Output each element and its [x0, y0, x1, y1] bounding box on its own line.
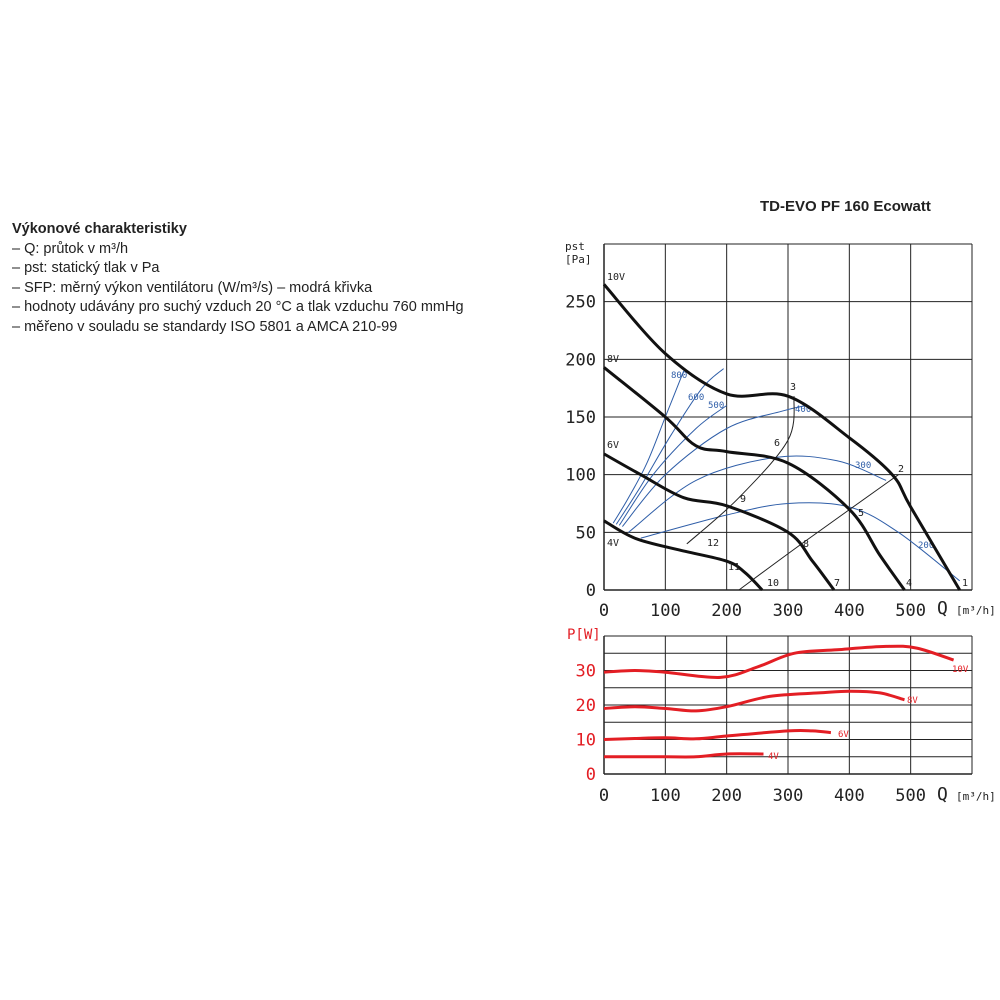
system-curve: [738, 474, 899, 591]
power-curve: [603, 752, 764, 759]
x-tick-label: 200: [711, 786, 742, 806]
y-tick-label: 150: [565, 408, 596, 428]
sfp-curve-label: 400: [795, 405, 811, 415]
x-tick-label: 300: [773, 601, 804, 621]
sfp-curve-label: 600: [688, 393, 704, 403]
system-curve: [686, 396, 795, 545]
power-curve-label: 10V: [952, 665, 969, 675]
fan-curve: [603, 366, 906, 591]
sfp-curve: [612, 370, 685, 524]
power-curve-label: 8V: [907, 696, 918, 706]
x-tick-label: 100: [650, 786, 681, 806]
description-heading: Výkonové charakteristiky: [12, 221, 187, 237]
fan-curve: [603, 519, 764, 592]
x-axis-unit: [m³/h]: [956, 790, 996, 803]
fan-curve-label: 6V: [607, 440, 619, 451]
y-tick-label: 10: [576, 731, 596, 751]
sfp-curve: [622, 405, 807, 527]
fan-curve: [602, 283, 961, 591]
sfp-curve: [618, 405, 727, 526]
y-tick-label: 100: [565, 466, 596, 486]
description-line: – SFP: měrný výkon ventilátoru (W/m³/s) …: [12, 279, 373, 296]
description-line: – měřeno v souladu se standardy ISO 5801…: [12, 318, 398, 335]
x-tick-label: 400: [834, 786, 865, 806]
operating-point-label: 10: [767, 578, 779, 589]
x-tick-label: 500: [895, 786, 926, 806]
sfp-curve-label: 300: [855, 461, 871, 471]
fan-curve-label: 10V: [607, 272, 625, 283]
x-tick-label: 0: [599, 601, 609, 621]
power-curve-label: 6V: [838, 730, 849, 740]
operating-point-label: 11: [728, 562, 740, 573]
y-tick-label: 0: [586, 581, 596, 601]
power-curve-label: 4V: [768, 752, 779, 762]
y-tick-label: 50: [576, 523, 596, 543]
x-tick-label: 300: [773, 786, 804, 806]
description-line: – hodnoty udávány pro suchý vzduch 20 °C…: [12, 299, 464, 315]
sfp-curve-label: 200: [918, 541, 934, 551]
x-tick-label: 400: [834, 601, 865, 621]
operating-point-label: 2: [898, 464, 904, 475]
x-tick-label: 500: [895, 601, 926, 621]
operating-point-label: 7: [834, 578, 840, 589]
operating-point-label: 3: [790, 382, 796, 393]
y-tick-label: 200: [565, 350, 596, 370]
description-block: Výkonové charakteristiky – Q: průtok v m…: [12, 220, 532, 337]
operating-point-label: 12: [707, 538, 719, 549]
operating-point-label: 5: [858, 508, 864, 519]
y-tick-label: 0: [586, 765, 596, 785]
y-tick-label: 250: [565, 293, 596, 313]
power-curve: [603, 644, 955, 679]
y-tick-label: 30: [576, 662, 596, 682]
operating-point-label: 9: [740, 494, 746, 505]
x-tick-label: 200: [711, 601, 742, 621]
power-curve: [603, 689, 905, 713]
sfp-curve: [640, 502, 961, 582]
power-curve: [603, 728, 832, 741]
sfp-curve-label: 500: [708, 401, 724, 411]
x-axis-label: Q: [937, 784, 948, 805]
operating-point-label: 6: [774, 438, 780, 449]
x-tick-label: 100: [650, 601, 681, 621]
chart-title: TD-EVO PF 160 Ecowatt: [760, 198, 931, 215]
x-tick-label: 0: [599, 786, 609, 806]
fan-curve-label: 8V: [607, 354, 619, 365]
y-tick-label: 20: [576, 696, 596, 716]
operating-point-label: 4: [906, 578, 912, 589]
y-axis-label: pst: [565, 240, 585, 253]
operating-point-label: 8: [803, 539, 809, 550]
x-axis-label: Q: [937, 598, 948, 619]
y-axis-label: P[W]: [567, 627, 601, 643]
operating-point-label: 1: [962, 578, 968, 589]
description-line: – Q: průtok v m³/h: [12, 240, 129, 257]
y-axis-unit: [Pa]: [565, 253, 592, 266]
sfp-curve: [615, 368, 724, 525]
sfp-curve: [628, 455, 887, 533]
description-line: – pst: statický tlak v Pa: [12, 260, 160, 276]
sfp-curve-label: 800: [671, 371, 687, 381]
fan-curve-label: 4V: [607, 538, 619, 549]
x-axis-unit: [m³/h]: [956, 604, 996, 617]
fan-curve: [603, 452, 836, 591]
